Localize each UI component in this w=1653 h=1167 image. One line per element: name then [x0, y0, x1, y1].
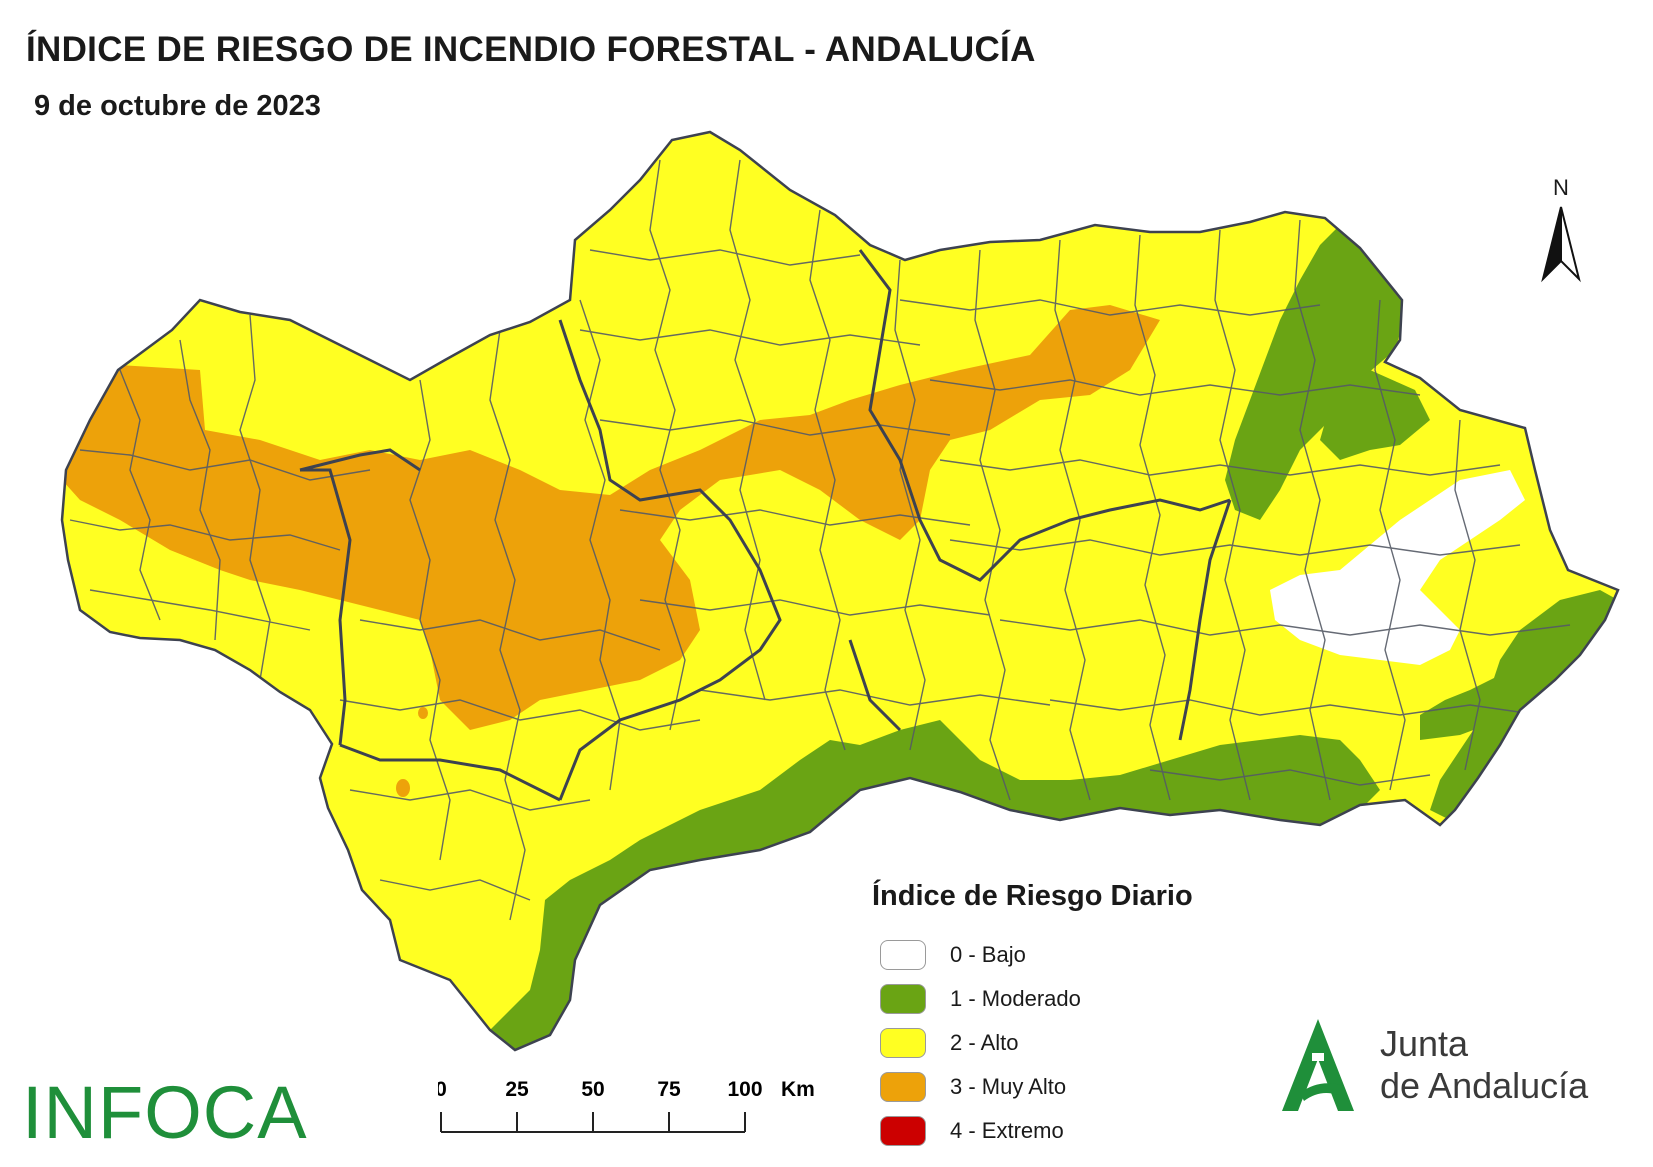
scale-line	[440, 1112, 746, 1133]
region-outline	[60, 130, 1620, 1052]
zone-muy-alto-patch	[396, 779, 410, 797]
legend-swatch-bajo	[880, 940, 926, 970]
legend-label-bajo: 0 - Bajo	[950, 942, 1026, 967]
junta-line1: Junta	[1380, 1023, 1469, 1064]
legend-item-extremo: 4 - Extremo	[872, 1109, 1292, 1153]
north-arrow-icon	[1541, 206, 1581, 283]
map-date: 9 de octubre de 2023	[34, 90, 321, 122]
legend-item-muy-alto: 3 - Muy Alto	[872, 1065, 1292, 1109]
junta-a-emblem-icon	[1282, 1019, 1354, 1111]
north-arrow: N	[1535, 175, 1587, 283]
scale-tick-100: 100	[727, 1078, 762, 1101]
legend-label-moderado: 1 - Moderado	[950, 986, 1081, 1011]
north-label: N	[1553, 175, 1569, 200]
provincial-boundaries	[299, 249, 1232, 802]
zone-muy-alto-west	[62, 305, 1160, 730]
zone-moderado-east-coast	[1420, 670, 1530, 740]
zone-moderado-south-coast	[490, 720, 1380, 1050]
map-title: ÍNDICE DE RIESGO DE INCENDIO FORESTAL - …	[26, 30, 1036, 69]
zone-muy-alto-patch-2	[418, 707, 428, 719]
legend-item-alto: 2 - Alto	[872, 1021, 1292, 1065]
legend-label-alto: 2 - Alto	[950, 1030, 1019, 1055]
region-fill-alto	[62, 132, 1618, 1050]
legend-swatch-muy-alto	[880, 1072, 926, 1102]
legend-swatch-extremo	[880, 1116, 926, 1146]
scale-tick-50: 50	[581, 1078, 604, 1101]
scale-tick-75: 75	[657, 1078, 681, 1101]
scale-bar: 0 25 50 75 100 Km	[438, 1078, 815, 1133]
legend-swatch-moderado	[880, 984, 926, 1014]
andalucia-risk-map	[60, 130, 1620, 1052]
scale-unit: Km	[781, 1078, 815, 1101]
scale-tick-0: 0	[438, 1078, 447, 1101]
legend-title: Índice de Riesgo Diario	[872, 880, 1193, 912]
municipal-boundaries	[69, 159, 1571, 921]
legend-item-moderado: 1 - Moderado	[872, 977, 1292, 1021]
legend-item-bajo: 0 - Bajo	[872, 933, 1292, 977]
legend-swatch-alto	[880, 1028, 926, 1058]
junta-andalucia-logo: Junta de Andalucía	[1268, 1015, 1628, 1115]
zone-moderado-northeast	[1225, 225, 1410, 520]
legend: Índice de Riesgo Diario 0 - Bajo 1 - Mod…	[872, 880, 1292, 1153]
scale-tick-25: 25	[505, 1078, 529, 1101]
junta-line2: de Andalucía	[1380, 1065, 1589, 1106]
zone-bajo	[1270, 470, 1525, 665]
legend-label-extremo: 4 - Extremo	[950, 1118, 1064, 1143]
infoca-logo: INFOCA	[22, 1071, 308, 1154]
legend-label-muy-alto: 3 - Muy Alto	[950, 1074, 1067, 1099]
